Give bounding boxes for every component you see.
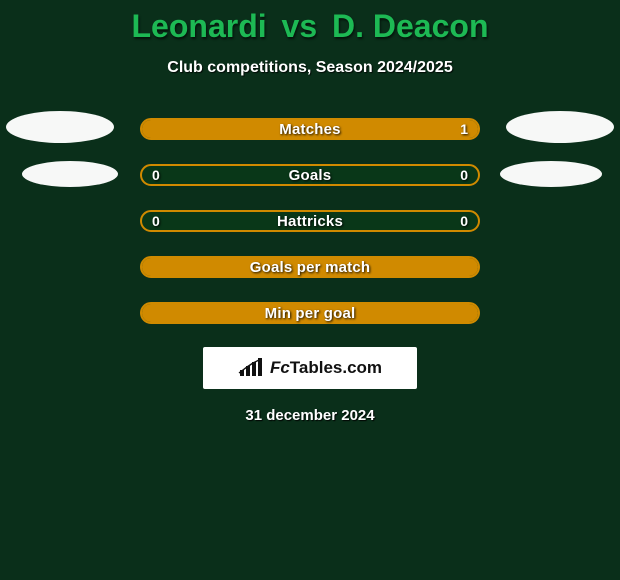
- stat-label: Min per goal: [265, 305, 356, 322]
- stat-row-goals-per-match: Goals per match: [0, 255, 620, 279]
- bar-chart-icon: [238, 358, 264, 378]
- comparison-card: Leonardi vs D. Deacon Club competitions,…: [0, 0, 620, 424]
- vs-label: vs: [282, 8, 318, 44]
- stat-value-right: 0: [460, 213, 468, 229]
- stat-label: Matches: [279, 121, 340, 138]
- stat-value-right: 1: [460, 121, 468, 137]
- stat-row-min-per-goal: Min per goal: [0, 301, 620, 325]
- stat-value-left: 0: [152, 167, 160, 183]
- branding-text: FcTables.com: [270, 358, 382, 378]
- stat-row-matches: Matches 1: [0, 117, 620, 141]
- stats-rows: Matches 1 0 Goals 0 0 Hattricks 0: [0, 117, 620, 325]
- stat-bar: 0 Hattricks 0: [140, 210, 480, 232]
- stat-bar: Goals per match: [140, 256, 480, 278]
- stat-bar: Matches 1: [140, 118, 480, 140]
- player1-name: Leonardi: [132, 8, 267, 44]
- page-title: Leonardi vs D. Deacon: [132, 8, 489, 45]
- stat-label: Goals: [289, 167, 332, 184]
- stat-value-right: 0: [460, 167, 468, 183]
- date-label: 31 december 2024: [245, 407, 374, 424]
- branding-text-rest: Tables.com: [290, 358, 382, 377]
- stat-label: Hattricks: [277, 213, 343, 230]
- stat-bar: Min per goal: [140, 302, 480, 324]
- branding-text-prefix: Fc: [270, 358, 290, 377]
- stat-bar: 0 Goals 0: [140, 164, 480, 186]
- stat-row-hattricks: 0 Hattricks 0: [0, 209, 620, 233]
- stat-value-left: 0: [152, 213, 160, 229]
- player2-name: D. Deacon: [332, 8, 488, 44]
- stat-row-goals: 0 Goals 0: [0, 163, 620, 187]
- branding-badge: FcTables.com: [203, 347, 417, 389]
- stat-label: Goals per match: [250, 259, 371, 276]
- subtitle: Club competitions, Season 2024/2025: [167, 59, 452, 77]
